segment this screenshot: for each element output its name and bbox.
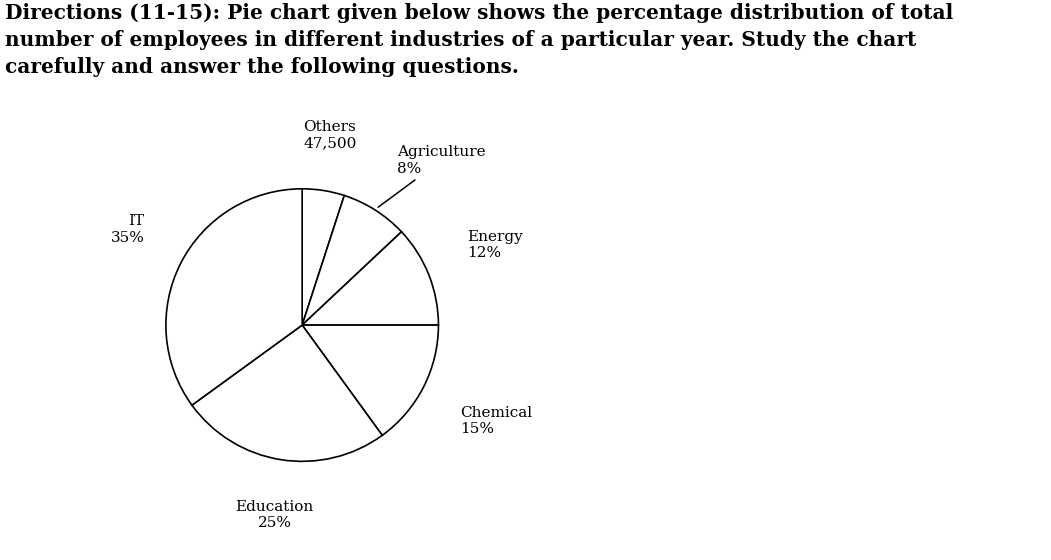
Wedge shape <box>303 195 401 325</box>
Text: Education
25%: Education 25% <box>235 500 313 530</box>
Wedge shape <box>303 232 438 325</box>
Wedge shape <box>192 325 383 461</box>
Wedge shape <box>303 325 438 435</box>
Text: Chemical
15%: Chemical 15% <box>460 405 532 436</box>
Text: Directions (11-15): Pie chart given below shows the percentage distribution of t: Directions (11-15): Pie chart given belo… <box>5 3 953 77</box>
Wedge shape <box>302 189 345 325</box>
Text: Agriculture
8%: Agriculture 8% <box>378 145 486 207</box>
Text: Others
47,500: Others 47,500 <box>303 120 356 150</box>
Wedge shape <box>166 189 303 405</box>
Text: Energy
12%: Energy 12% <box>467 230 522 260</box>
Text: IT
35%: IT 35% <box>110 214 144 245</box>
